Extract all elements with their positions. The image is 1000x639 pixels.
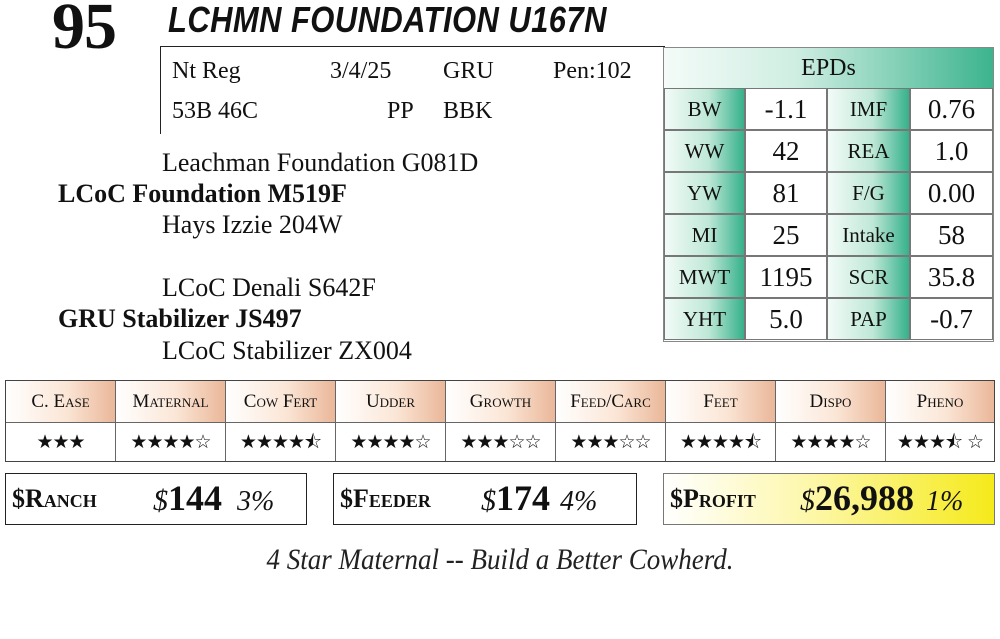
epd-value-pap: -0.7: [910, 298, 993, 340]
category-stars-feet: ★★★★⯪: [666, 423, 776, 461]
animal-name: LCHMN FOUNDATION U167N: [168, 0, 607, 40]
category-header-feed-carc: Feed/Carc: [556, 381, 666, 423]
category-header-udder: Udder: [336, 381, 446, 423]
category-stars-growth: ★★★☆☆: [446, 423, 556, 461]
dam-sire: LCoC Denali S642F: [162, 273, 376, 302]
epd-label-pap: PAP: [827, 298, 910, 340]
category-header-cow-fert: Cow Fert: [226, 381, 336, 423]
ranch-percent: 3%: [237, 486, 275, 517]
category-stars-dispo: ★★★★☆: [776, 423, 886, 461]
epd-value-scr: 35.8: [910, 256, 993, 298]
epd-value-intake: 58: [910, 214, 993, 256]
breeder-code: GRU: [443, 58, 494, 84]
epd-value-f-g: 0.00: [910, 172, 993, 214]
epd-label-rea: REA: [827, 130, 910, 172]
category-header-dispo: Dispo: [776, 381, 886, 423]
epd-value-imf: 0.76: [910, 88, 993, 130]
epd-label-scr: SCR: [827, 256, 910, 298]
category-header-feet: Feet: [666, 381, 776, 423]
sire-dam: Hays Izzie 204W: [162, 210, 343, 239]
epd-value-bw: -1.1: [745, 88, 827, 130]
profit-label: $Profit: [670, 484, 756, 513]
pen-number: Pen:102: [553, 58, 632, 84]
profit-value: $26,988: [800, 478, 914, 518]
epd-value-ww: 42: [745, 130, 827, 172]
sire: LCoC Foundation M519F: [58, 179, 347, 208]
epd-label-ww: WW: [664, 130, 745, 172]
epd-panel: EPDs BW -1.1 IMF 0.76 WW 42 REA 1.0 YW 81 F/G 0.00 M…: [663, 47, 994, 342]
epd-label-mwt: MWT: [664, 256, 745, 298]
epd-value-mwt: 1195: [745, 256, 827, 298]
category-header-pheno: Pheno: [886, 381, 994, 423]
category-stars-pheno: ★★★⯪ ☆: [896, 431, 984, 453]
category-header-growth: Growth: [446, 381, 556, 423]
epd-label-f-g: F/G: [827, 172, 910, 214]
feeder-percent: 4%: [560, 486, 598, 517]
category-table: C. Ease ★★★ Maternal ★★★★☆ Cow Fert ★★★★⯪ Udde…: [5, 380, 995, 462]
epd-label-yht: YHT: [664, 298, 745, 340]
epd-label-intake: Intake: [827, 214, 910, 256]
slogan: 4 Star Maternal -- Build a Better Cowher…: [266, 543, 734, 576]
polled-status: PP: [387, 98, 414, 124]
birth-date: 3/4/25: [330, 58, 392, 84]
category-stars-feed-carc: ★★★☆☆: [556, 423, 666, 461]
category-stars-c-ease: ★★★: [6, 423, 116, 461]
feeder-value: $174: [481, 478, 550, 518]
info-divider: [160, 46, 161, 134]
feeder-label: $Feeder: [340, 484, 431, 513]
dam-dam: LCoC Stabilizer ZX004: [162, 336, 412, 365]
dam: GRU Stabilizer JS497: [58, 304, 302, 333]
category-stars-maternal: ★★★★☆: [116, 423, 226, 461]
lot-number: 95: [52, 0, 117, 63]
feeder-index-box: $Feeder $174 4%: [333, 473, 637, 525]
ranch-label: $Ranch: [12, 484, 97, 513]
sire-sire: Leachman Foundation G081D: [162, 148, 479, 177]
epd-value-yw: 81: [745, 172, 827, 214]
epd-title: EPDs: [664, 48, 993, 88]
category-header-maternal: Maternal: [116, 381, 226, 423]
epd-value-yht: 5.0: [745, 298, 827, 340]
profit-index-box: $Profit $26,988 1%: [663, 473, 995, 525]
registration: Nt Reg: [172, 58, 241, 84]
epd-value-rea: 1.0: [910, 130, 993, 172]
profit-percent: 1%: [926, 486, 964, 517]
epd-label-yw: YW: [664, 172, 745, 214]
category-stars-cow-fert: ★★★★⯪: [226, 423, 336, 461]
header-divider: [160, 46, 665, 47]
epd-label-bw: BW: [664, 88, 745, 130]
category-header-c-ease: C. Ease: [6, 381, 116, 423]
epd-value-mi: 25: [745, 214, 827, 256]
ranch-index-box: $Ranch $144 3%: [5, 473, 307, 525]
ranch-value: $144: [153, 478, 222, 518]
composition: 53B 46C: [172, 98, 259, 124]
coat-color: BBK: [443, 98, 493, 124]
category-stars-udder: ★★★★☆: [336, 423, 446, 461]
epd-label-imf: IMF: [827, 88, 910, 130]
epd-label-mi: MI: [664, 214, 745, 256]
